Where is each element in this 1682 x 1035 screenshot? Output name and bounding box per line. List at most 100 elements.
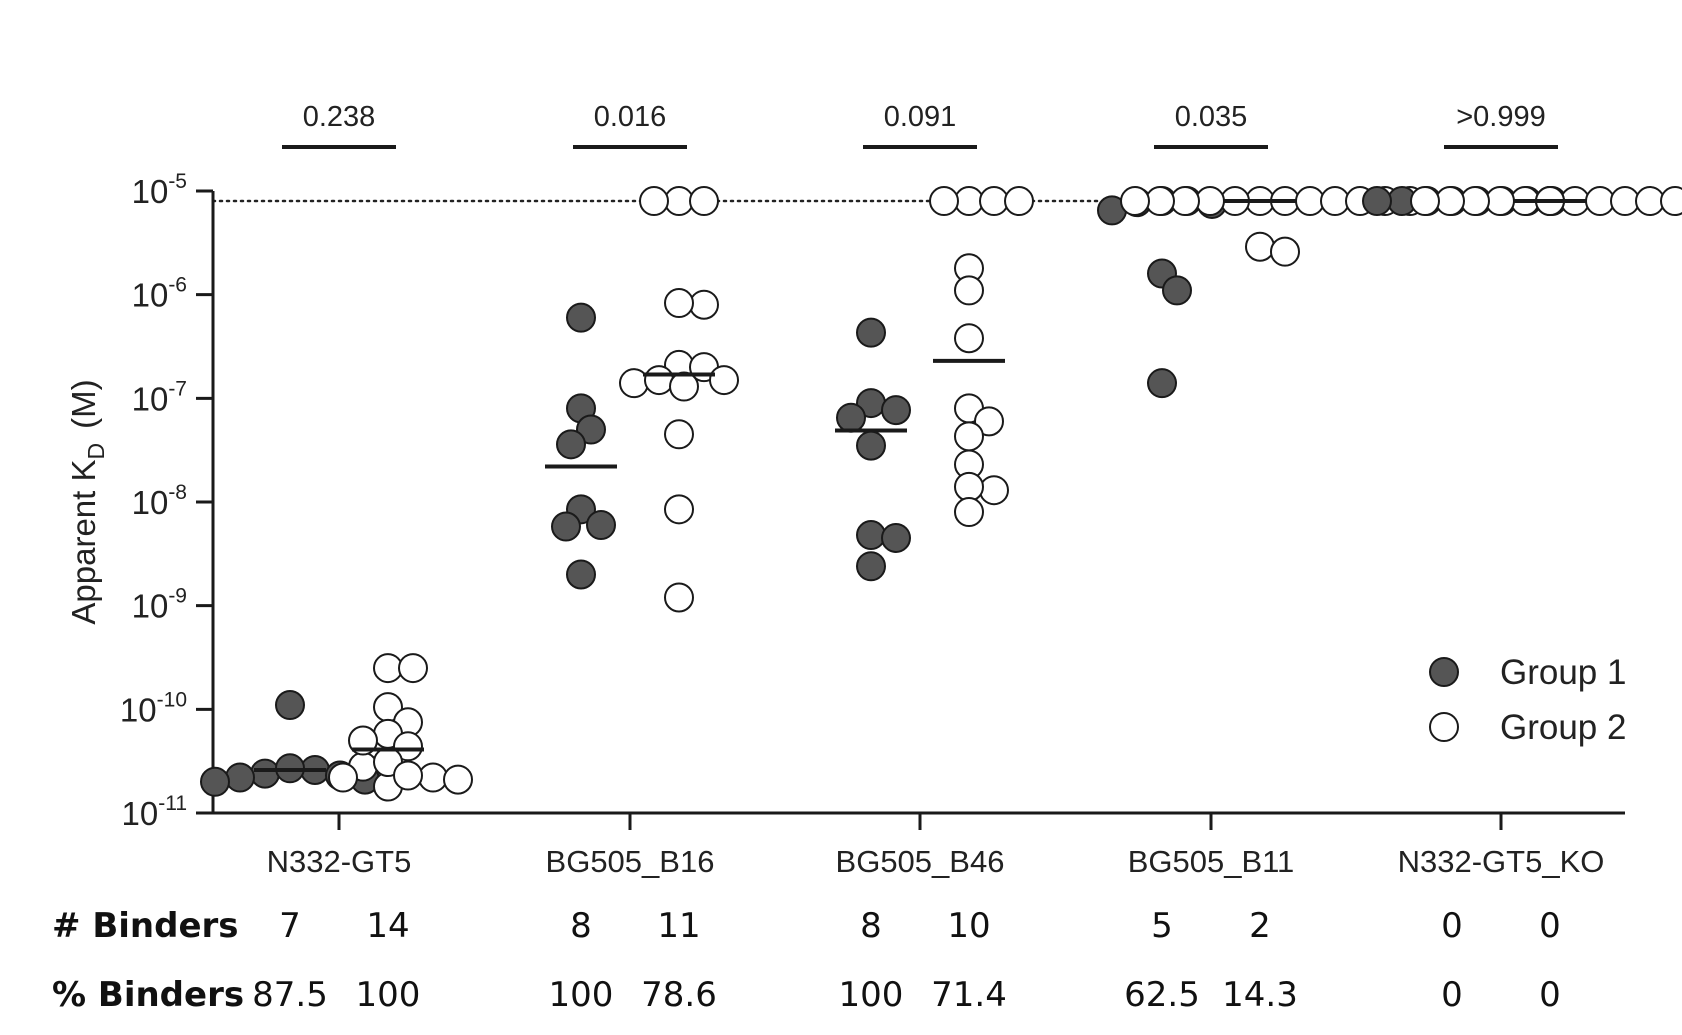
y-tick-label: 10-5 xyxy=(132,170,187,210)
legend-marker-group2 xyxy=(1429,712,1459,742)
group2-point xyxy=(393,760,423,791)
group2-point xyxy=(664,419,694,450)
y-tick-exponent: -5 xyxy=(168,170,187,193)
y-axis-title-main: Apparent K xyxy=(65,459,102,624)
group2-point xyxy=(1660,186,1682,217)
group2-point xyxy=(689,186,719,217)
p-value-label: 0.016 xyxy=(594,101,667,133)
table-cell: 11 xyxy=(657,906,700,946)
x-tick-label: BG505_B46 xyxy=(836,844,1005,879)
table-cell: 100 xyxy=(356,975,421,1015)
y-tick-label: 10-8 xyxy=(132,481,187,521)
legend-label-group2: Group 2 xyxy=(1500,708,1626,747)
group2-point xyxy=(954,323,984,354)
table-cell: 87.5 xyxy=(252,975,328,1015)
group2-point xyxy=(664,494,694,525)
group2-point xyxy=(1145,186,1175,217)
group2-point xyxy=(1435,186,1465,217)
y-tick-label: 10-7 xyxy=(132,377,187,417)
group2-point xyxy=(1585,186,1615,217)
group1-point xyxy=(576,414,606,445)
table-cell: 5 xyxy=(1151,906,1173,946)
group2-point xyxy=(669,371,699,402)
y-axis-title-unit: (M) xyxy=(65,379,102,428)
y-tick-label: 10-6 xyxy=(132,274,187,314)
p-value-label: 0.091 xyxy=(884,101,957,133)
group1-point xyxy=(836,402,866,433)
group1-point xyxy=(881,395,911,426)
y-tick-base: 10 xyxy=(132,380,169,417)
table-cell: 0 xyxy=(1539,906,1561,946)
group1-point xyxy=(856,430,886,461)
group2-point xyxy=(954,275,984,306)
y-axis-title-subscript: D xyxy=(83,443,109,460)
group2-point xyxy=(1610,186,1640,217)
group2-point xyxy=(373,653,403,684)
group2-point xyxy=(1320,186,1350,217)
y-tick-base: 10 xyxy=(120,691,157,728)
table-cell: 8 xyxy=(860,906,882,946)
y-tick-exponent: -10 xyxy=(157,688,187,711)
table-cell: 100 xyxy=(839,975,904,1015)
y-tick-base: 10 xyxy=(132,484,169,521)
group2-point xyxy=(1270,236,1300,267)
p-value-label: >0.999 xyxy=(1456,101,1546,133)
group1-point xyxy=(1162,275,1192,306)
group2-point xyxy=(929,186,959,217)
y-tick-base: 10 xyxy=(121,795,158,832)
group2-point xyxy=(393,731,423,762)
table-cell: 78.6 xyxy=(641,975,717,1015)
y-tick-base: 10 xyxy=(132,277,169,314)
group2-point xyxy=(974,406,1004,437)
group1-point xyxy=(566,559,596,590)
table-cell: 14 xyxy=(366,906,409,946)
table-cell: 0 xyxy=(1441,906,1463,946)
group1-point xyxy=(250,758,280,789)
table-cell: 10 xyxy=(947,906,990,946)
group2-point xyxy=(418,762,448,793)
x-tick-label: BG505_B11 xyxy=(1128,844,1295,879)
group2-point xyxy=(443,764,473,795)
group2-point xyxy=(1245,231,1275,262)
group1-point xyxy=(556,429,586,460)
table-cell: 8 xyxy=(570,906,592,946)
y-tick-label: 10-10 xyxy=(120,688,187,728)
y-tick-exponent: -7 xyxy=(168,377,187,400)
y-tick-exponent: -9 xyxy=(168,585,187,608)
y-tick-exponent: -8 xyxy=(168,481,187,504)
group1-point xyxy=(1147,368,1177,399)
group2-point xyxy=(1004,186,1034,217)
group1-point xyxy=(856,317,886,348)
group2-point xyxy=(1295,186,1325,217)
table-cell: 14.3 xyxy=(1222,975,1298,1015)
table-cell: 71.4 xyxy=(931,975,1007,1015)
y-tick-label: 10-9 xyxy=(132,585,187,625)
group2-point xyxy=(1170,186,1200,217)
group2-point xyxy=(1460,186,1490,217)
x-tick-label: BG505_B16 xyxy=(546,844,715,879)
group1-point xyxy=(551,511,581,542)
group2-point xyxy=(1635,186,1665,217)
y-tick-label: 10-11 xyxy=(121,792,187,832)
y-tick-base: 10 xyxy=(132,588,169,625)
group1-point xyxy=(1362,186,1392,217)
group2-point xyxy=(1485,186,1515,217)
table-cell: 62.5 xyxy=(1124,975,1200,1015)
group1-point xyxy=(275,690,305,721)
group2-point xyxy=(709,365,739,396)
group1-point xyxy=(200,766,230,797)
y-tick-base: 10 xyxy=(132,173,169,210)
group2-point xyxy=(954,186,984,217)
p-value-label: 0.238 xyxy=(303,101,376,133)
group2-point xyxy=(689,289,719,320)
group2-point xyxy=(639,186,669,217)
group2-point xyxy=(954,471,984,502)
legend-marker-group1 xyxy=(1429,657,1459,687)
legend-label-group1: Group 1 xyxy=(1500,653,1626,692)
y-tick-exponent: -11 xyxy=(158,792,187,815)
y-tick-exponent: -6 xyxy=(168,274,187,297)
group2-point xyxy=(1195,186,1225,217)
table-cell: 0 xyxy=(1539,975,1561,1015)
group1-point xyxy=(566,302,596,333)
group2-point xyxy=(954,421,984,452)
